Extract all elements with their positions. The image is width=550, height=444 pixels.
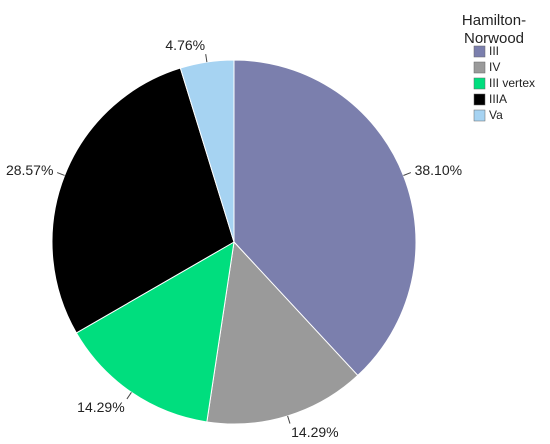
pie-slice [206, 240, 359, 425]
leader-line [403, 172, 412, 176]
legend-swatch [473, 77, 486, 90]
data-label: 38.10% [415, 162, 462, 178]
data-label: 28.57% [6, 162, 53, 178]
legend-swatch [473, 93, 486, 106]
leader-line [56, 172, 65, 176]
pie-slice [75, 241, 235, 423]
legend-label: Va [489, 108, 503, 122]
leader-line [126, 392, 132, 400]
legend-label: III vertex [489, 76, 535, 90]
legend-swatch [473, 45, 486, 58]
legend-title: Hamilton-Norwood [461, 12, 527, 47]
legend-swatch [473, 61, 486, 74]
legend-label: IIIA [489, 92, 507, 106]
data-label: 14.29% [291, 424, 338, 440]
data-label: 4.76% [165, 37, 205, 53]
leader-line [287, 415, 291, 424]
data-label: 14.29% [77, 399, 124, 415]
legend-swatch [473, 109, 486, 122]
legend-label: III [489, 44, 499, 58]
pie-slice [179, 59, 235, 243]
pie-slice [233, 59, 417, 377]
pie-slice [51, 67, 235, 334]
leader-line [205, 54, 208, 63]
legend-label: IV [489, 60, 500, 74]
